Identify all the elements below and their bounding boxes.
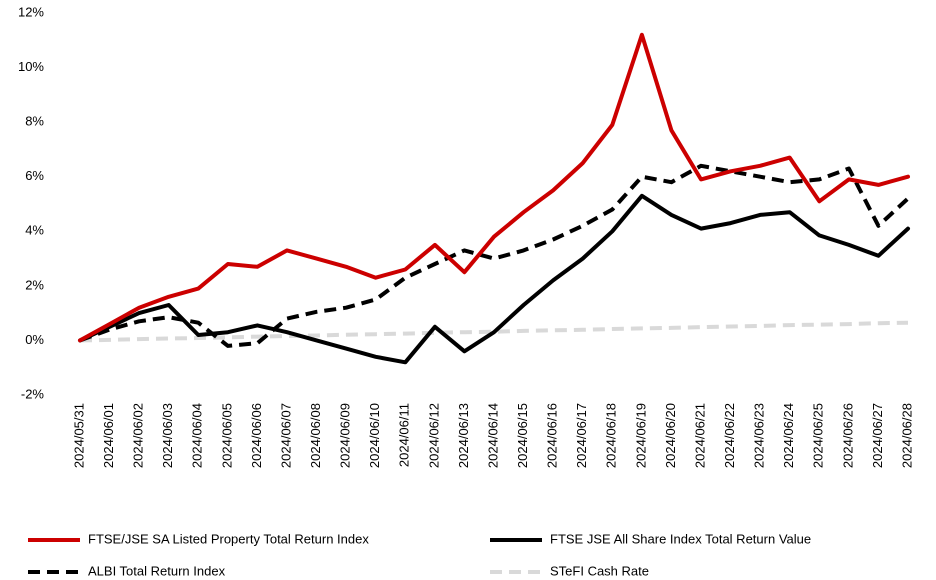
x-tick-label: 2024/06/26 <box>840 403 855 468</box>
x-tick-label: 2024/06/21 <box>692 403 707 468</box>
x-tick-label: 2024/06/28 <box>899 403 914 468</box>
x-tick-label: 2024/06/07 <box>278 403 293 468</box>
x-tick-label: 2024/06/14 <box>485 403 500 468</box>
x-tick-label: 2024/06/03 <box>160 403 175 468</box>
x-tick-label: 2024/06/27 <box>870 403 885 468</box>
y-tick-label: -2% <box>21 386 45 401</box>
y-tick-label: 2% <box>25 277 44 292</box>
x-tick-label: 2024/06/23 <box>752 403 767 468</box>
y-tick-label: 8% <box>25 114 44 129</box>
x-tick-label: 2024/06/24 <box>781 403 796 468</box>
x-tick-label: 2024/05/31 <box>71 403 86 468</box>
x-tick-label: 2024/06/17 <box>574 403 589 468</box>
x-tick-label: 2024/06/06 <box>249 403 264 468</box>
x-tick-label: 2024/06/12 <box>426 403 441 468</box>
y-tick-label: 4% <box>25 223 44 238</box>
series-line <box>79 320 909 343</box>
x-tick-label: 2024/06/05 <box>219 403 234 468</box>
x-tick-label: 2024/06/01 <box>101 403 116 468</box>
series-line <box>78 193 910 365</box>
x-tick-label: 2024/06/20 <box>663 403 678 468</box>
x-tick-label: 2024/06/16 <box>545 403 560 468</box>
legend-label: ALBI Total Return Index <box>88 563 226 578</box>
legend-label: FTSE/JSE SA Listed Property Total Return… <box>88 531 369 546</box>
y-tick-label: 0% <box>25 332 44 347</box>
legend-label: FTSE JSE All Share Index Total Return Va… <box>550 531 811 546</box>
x-tick-label: 2024/06/04 <box>190 403 205 468</box>
x-tick-label: 2024/06/22 <box>722 403 737 468</box>
x-tick-label: 2024/06/08 <box>308 403 323 468</box>
x-tick-label: 2024/06/18 <box>604 403 619 468</box>
y-tick-label: 12% <box>18 4 44 19</box>
series-line <box>79 163 910 348</box>
x-tick-label: 2024/06/15 <box>515 403 530 468</box>
x-tick-label: 2024/06/11 <box>397 403 412 467</box>
x-tick-label: 2024/06/19 <box>633 403 648 468</box>
x-tick-label: 2024/06/10 <box>367 403 382 468</box>
y-tick-label: 6% <box>25 168 44 183</box>
series-line <box>78 32 910 343</box>
x-tick-label: 2024/06/09 <box>338 403 353 468</box>
x-tick-label: 2024/06/02 <box>131 403 146 468</box>
x-tick-label: 2024/06/25 <box>811 403 826 468</box>
y-tick-label: 10% <box>18 59 44 74</box>
x-tick-label: 2024/06/13 <box>456 403 471 468</box>
legend-label: STeFI Cash Rate <box>550 563 649 578</box>
